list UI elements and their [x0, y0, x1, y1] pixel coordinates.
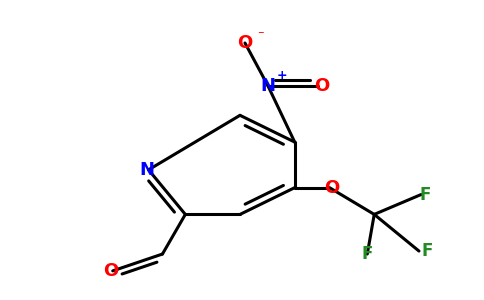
Text: O: O [314, 76, 329, 94]
Text: F: F [421, 242, 433, 260]
Text: O: O [237, 34, 253, 52]
Text: ⁻: ⁻ [257, 28, 264, 42]
Text: N: N [139, 161, 154, 179]
Text: N: N [260, 76, 275, 94]
Text: F: F [419, 186, 431, 204]
Text: O: O [103, 262, 119, 280]
Text: +: + [276, 69, 287, 82]
Text: F: F [362, 245, 373, 263]
Text: O: O [324, 178, 339, 196]
